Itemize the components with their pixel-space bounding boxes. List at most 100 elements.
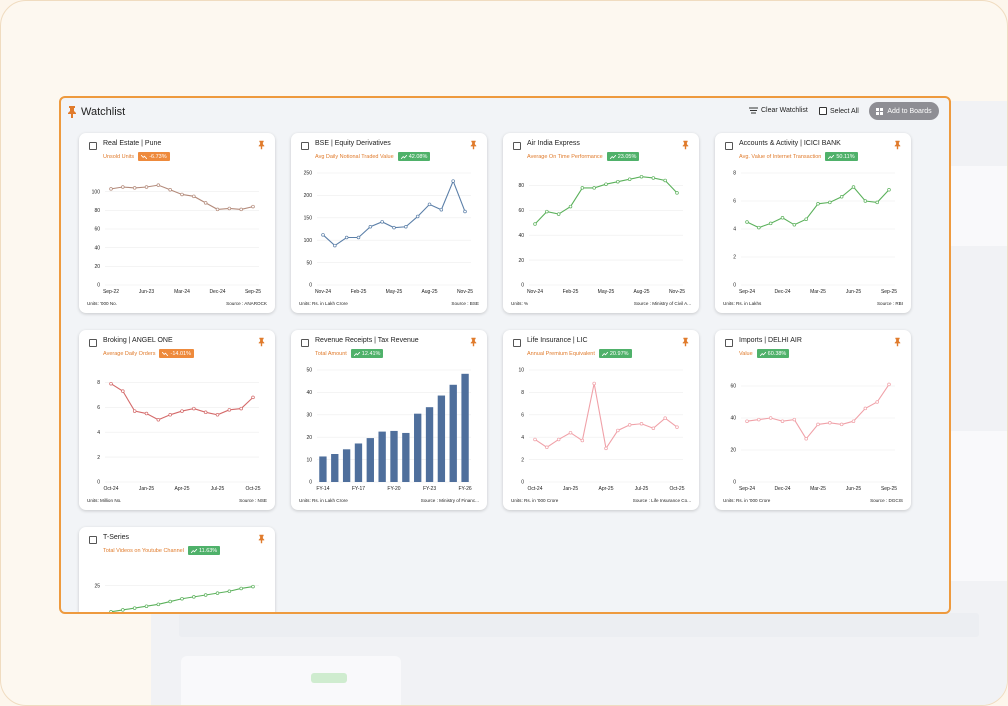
card-chart[interactable]: 0 10 20 30 40 50 FY-14 FY-17 FY-20 FY-23 FY-26 <box>291 360 487 496</box>
data-point[interactable] <box>604 182 608 186</box>
pin-icon[interactable] <box>258 140 265 150</box>
data-point[interactable] <box>132 409 137 413</box>
bar-FY-17[interactable] <box>354 443 363 482</box>
data-point[interactable] <box>768 416 773 420</box>
watchlist-card[interactable]: Air India Express Average On Time Perform… <box>503 133 699 313</box>
data-point[interactable] <box>227 206 232 211</box>
data-point[interactable] <box>156 183 161 187</box>
data-point[interactable] <box>533 222 537 226</box>
data-point[interactable] <box>675 191 679 195</box>
select-all-toggle[interactable]: Select All <box>819 107 859 115</box>
watchlist-card[interactable]: T-Series Total Videos on Youtube Channel 1… <box>79 527 275 614</box>
data-point[interactable] <box>239 586 243 591</box>
data-point[interactable] <box>851 419 856 423</box>
data-point[interactable] <box>887 188 891 192</box>
data-point[interactable] <box>875 400 879 404</box>
data-point[interactable] <box>180 596 184 601</box>
data-point[interactable] <box>251 584 255 589</box>
data-point[interactable] <box>651 176 656 180</box>
data-point[interactable] <box>144 185 149 189</box>
bar-FY-23[interactable] <box>425 407 434 482</box>
bar-FY-22[interactable] <box>414 413 422 482</box>
data-point[interactable] <box>556 212 561 216</box>
data-point[interactable] <box>121 389 125 393</box>
data-point[interactable] <box>156 602 161 607</box>
data-point[interactable] <box>439 207 444 212</box>
data-point[interactable] <box>427 202 432 207</box>
data-point[interactable] <box>545 209 549 214</box>
pin-icon[interactable] <box>682 140 689 150</box>
data-point[interactable] <box>321 233 325 237</box>
bar-FY-25[interactable] <box>449 384 457 482</box>
data-point[interactable] <box>533 437 537 442</box>
watchlist-card[interactable]: Real Estate | Pune Unsold Units -6.73% 0 20 4… <box>79 133 275 313</box>
data-point[interactable] <box>415 214 420 219</box>
card-chart[interactable]: 0 20 40 60 Sep-24 Dec-24 Mar-25 Jun-25 Sep-25 <box>715 360 911 496</box>
data-point[interactable] <box>816 422 820 427</box>
data-point[interactable] <box>568 204 573 209</box>
data-point[interactable] <box>887 382 891 387</box>
bar-FY-21[interactable] <box>402 432 410 482</box>
data-point[interactable] <box>215 207 220 212</box>
data-point[interactable] <box>356 235 361 240</box>
data-point[interactable] <box>404 225 408 229</box>
data-point[interactable] <box>132 606 137 610</box>
data-point[interactable] <box>568 430 573 435</box>
data-point[interactable] <box>380 220 384 224</box>
card-chart[interactable]: 0 2 4 6 8 Sep-24 Dec-24 Mar-25 Jun-25 Sep-25 <box>715 163 911 299</box>
data-point[interactable] <box>780 216 785 220</box>
pin-icon[interactable] <box>894 337 901 347</box>
watchlist-card[interactable]: Imports | DELHI AIR Value 60.38% 0 20 40 60 Sep… <box>715 330 911 510</box>
data-point[interactable] <box>156 418 161 422</box>
data-point[interactable] <box>168 413 172 417</box>
data-point[interactable] <box>745 419 749 423</box>
data-point[interactable] <box>368 225 373 229</box>
pin-icon[interactable] <box>894 140 901 150</box>
data-point[interactable] <box>251 204 255 209</box>
bar-FY-14[interactable] <box>319 456 327 482</box>
data-point[interactable] <box>675 425 679 429</box>
card-checkbox[interactable] <box>301 142 309 150</box>
data-point[interactable] <box>616 179 620 184</box>
data-point[interactable] <box>392 225 396 230</box>
data-point[interactable] <box>639 422 644 426</box>
data-point[interactable] <box>757 417 761 422</box>
data-point[interactable] <box>121 185 125 189</box>
card-chart[interactable]: 0 20 40 60 80 Nov-24 Feb-25 May-25 Aug-25 Nov-25 <box>503 163 699 299</box>
data-point[interactable] <box>651 426 656 430</box>
data-point[interactable] <box>592 186 596 190</box>
data-point[interactable] <box>839 422 844 427</box>
data-point[interactable] <box>144 604 149 608</box>
card-checkbox[interactable] <box>89 142 97 150</box>
data-point[interactable] <box>663 416 667 420</box>
data-point[interactable] <box>792 223 797 227</box>
watchlist-card[interactable]: Broking | ANGEL ONE Average Daily Orders -… <box>79 330 275 510</box>
data-point[interactable] <box>144 411 149 416</box>
data-point[interactable] <box>580 186 585 190</box>
pin-icon[interactable] <box>258 337 265 347</box>
bar-FY-16[interactable] <box>342 449 351 482</box>
data-point[interactable] <box>863 199 868 203</box>
watchlist-card[interactable]: Life Insurance | LIC Annual Premium Equiv… <box>503 330 699 510</box>
add-to-boards-button[interactable]: Add to Boards <box>869 102 939 120</box>
data-point[interactable] <box>168 188 172 192</box>
data-point[interactable] <box>780 419 785 423</box>
data-point[interactable] <box>816 202 820 206</box>
data-point[interactable] <box>215 413 220 417</box>
data-point[interactable] <box>180 409 184 413</box>
data-point[interactable] <box>239 207 243 212</box>
pin-icon[interactable] <box>67 106 77 118</box>
data-point[interactable] <box>344 235 349 240</box>
data-point[interactable] <box>132 186 137 190</box>
data-point[interactable] <box>227 589 232 594</box>
data-point[interactable] <box>792 417 797 422</box>
data-point[interactable] <box>851 185 856 189</box>
card-chart[interactable]: 0 50 100 150 200 250 Nov-24 Feb-25 May-25 Aug-25 N… <box>291 163 487 299</box>
data-point[interactable] <box>616 428 620 433</box>
pin-icon[interactable] <box>682 337 689 347</box>
data-point[interactable] <box>556 437 561 442</box>
data-point[interactable] <box>863 406 868 411</box>
pin-icon[interactable] <box>258 534 265 544</box>
data-point[interactable] <box>203 593 208 597</box>
